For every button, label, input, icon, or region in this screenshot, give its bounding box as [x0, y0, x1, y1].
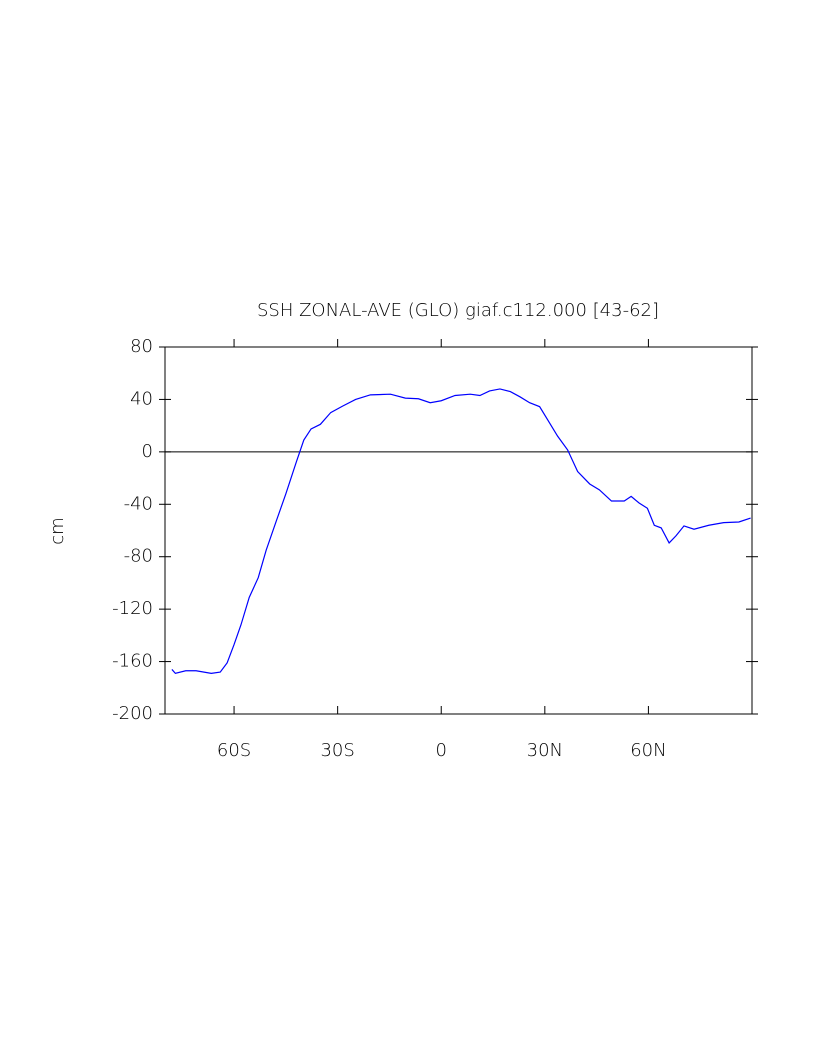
y-tick-label: -200 [112, 703, 153, 724]
y-tick-label: -40 [124, 493, 153, 514]
y-tick-label: -160 [112, 651, 153, 672]
plot-frame [164, 346, 753, 715]
data-line [171, 388, 751, 675]
y-axis-label: cm [47, 517, 68, 544]
y-tick-label: -120 [112, 598, 153, 619]
chart-title: SSH ZONAL-AVE (GLO) giaf.c112.000 [43-62… [257, 300, 659, 321]
x-tick-label: 0 [436, 740, 447, 761]
y-tick-label: 40 [130, 388, 153, 409]
y-tick-label: 80 [130, 336, 153, 357]
x-tick-label: 30N [527, 740, 563, 761]
x-tick-label: 60S [217, 740, 251, 761]
y-tick-label: 0 [142, 441, 153, 462]
x-tick-label: 30S [320, 740, 354, 761]
y-tick-label: -80 [124, 546, 153, 567]
x-tick-label: 60N [630, 740, 666, 761]
